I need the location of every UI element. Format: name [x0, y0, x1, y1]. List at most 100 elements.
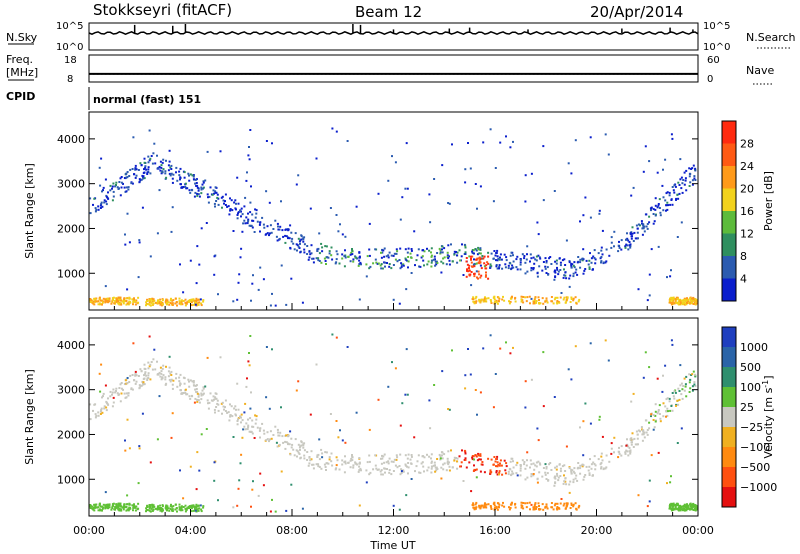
velocity-cell-1011: [113, 508, 116, 511]
velocity-cell-1076: [184, 510, 187, 513]
velocity-cell-767: [430, 461, 433, 464]
power-cell-981: [115, 298, 118, 300]
power-cell-1261: [483, 297, 486, 300]
power-cell-349: [568, 277, 571, 280]
power-cell-1576: [536, 221, 539, 224]
freq-panel-frame: [88, 54, 699, 83]
velocity-cell-856: [284, 440, 287, 443]
power-cell-933: [93, 297, 96, 300]
power-cell-1667: [269, 304, 272, 307]
velocity-ytick-label-0: 1000: [57, 473, 85, 486]
velocity-cell-874: [563, 464, 566, 467]
power-cell-1584: [168, 149, 171, 152]
power-cell-648: [456, 261, 459, 264]
power-cell-80: [368, 267, 371, 270]
power-cell-165: [479, 252, 482, 255]
power-cell-224: [255, 212, 258, 215]
velocity-cell-654: [291, 443, 294, 446]
power-cell-932: [89, 298, 92, 300]
power-cell-815: [678, 192, 681, 195]
velocity-cell-860: [625, 449, 628, 452]
velocity-cell-1531: [194, 509, 197, 512]
velocity-cell-1014: [117, 506, 120, 509]
power-cell-99: [331, 258, 334, 261]
velocity-cell-1521: [344, 441, 347, 444]
power-cell-116: [390, 267, 393, 270]
power-cell-1611: [441, 164, 444, 167]
velocity-cell-1503: [568, 491, 571, 494]
velocity-cell-1617: [524, 406, 527, 409]
power-cell-291: [158, 165, 161, 168]
power-cell-745: [683, 183, 686, 186]
power-cell-1392: [689, 299, 692, 302]
velocity-cell-1263: [533, 506, 536, 509]
velocity-cell-327: [479, 470, 482, 473]
velocity-cell-605: [179, 384, 181, 387]
velocity-cell-834: [114, 391, 117, 394]
power-cell-1577: [691, 183, 694, 186]
power-cell-1216: [493, 295, 496, 298]
power-cell-427: [526, 270, 529, 273]
power-cell-46: [394, 258, 397, 261]
velocity-cell-376: [659, 420, 662, 423]
power-cell-1518: [404, 187, 407, 190]
velocity-cell-610: [300, 444, 303, 447]
power-cell-23: [143, 157, 146, 160]
power-cell-559: [627, 248, 630, 251]
velocity-cell-1411: [692, 502, 695, 505]
velocity-cell-618: [308, 456, 311, 459]
power-cell-913: [132, 303, 134, 306]
velocity-cell-598: [276, 428, 279, 431]
power-cell-571: [142, 177, 145, 180]
velocity-cell-1693: [206, 356, 209, 359]
velocity-cell-1642: [248, 352, 250, 354]
velocity-cell-1678: [656, 377, 659, 380]
velocity-cell-367: [107, 403, 110, 406]
velocity-cell-278: [658, 404, 661, 407]
velocity-cell-1538: [335, 464, 338, 467]
power-cell-1278: [472, 300, 475, 303]
velocity-cell-160: [148, 365, 151, 368]
xtick-label-3: 12:00: [378, 524, 410, 537]
power-cell-1050: [167, 301, 170, 304]
power-cell-1618: [268, 201, 271, 204]
velocity-cell-886: [290, 437, 293, 440]
velocity-cell-366: [223, 408, 225, 411]
power-cell-1502: [355, 205, 358, 208]
power-cell-1536: [315, 157, 318, 160]
velocity-cell-815: [678, 398, 681, 401]
velocity-cell-343: [338, 468, 341, 471]
velocity-cell-1012: [99, 508, 102, 511]
velocity-cell-398: [426, 469, 429, 472]
velocity-cell-277: [180, 389, 182, 392]
velocity-cell-914: [91, 507, 94, 510]
velocity-cell-1042: [159, 504, 162, 507]
power-cell-435: [574, 271, 577, 274]
velocity-cell-58: [224, 410, 227, 412]
velocity-cell-116: [390, 473, 393, 476]
power-cell-926: [111, 301, 114, 304]
power-cell-840: [396, 260, 399, 263]
power-cell-728: [209, 186, 212, 189]
velocity-cell-242: [555, 468, 558, 471]
velocity-cell-907: [102, 506, 105, 509]
power-cell-461: [600, 256, 603, 258]
velocity-cell-932: [89, 504, 92, 506]
velocity-cell-1279: [565, 505, 568, 508]
velocity-cell-754: [235, 408, 237, 411]
velocity-cell-1010: [131, 504, 134, 507]
power-cell-749: [215, 191, 218, 194]
velocity-cell-704: [147, 372, 150, 375]
velocity-cell-1267: [556, 506, 559, 508]
power-cell-241: [402, 263, 405, 266]
power-cell-179: [500, 258, 503, 261]
power-cell-465: [693, 177, 696, 180]
velocity-cell-352: [243, 425, 246, 428]
velocity-cell-175: [375, 467, 378, 470]
velocity-cell-474: [194, 384, 197, 387]
velocity-cell-975: [134, 506, 137, 509]
velocity-cell-495: [648, 421, 651, 424]
velocity-cell-803: [212, 395, 215, 398]
power-cell-403: [147, 155, 150, 158]
power-cell-367: [107, 197, 110, 200]
